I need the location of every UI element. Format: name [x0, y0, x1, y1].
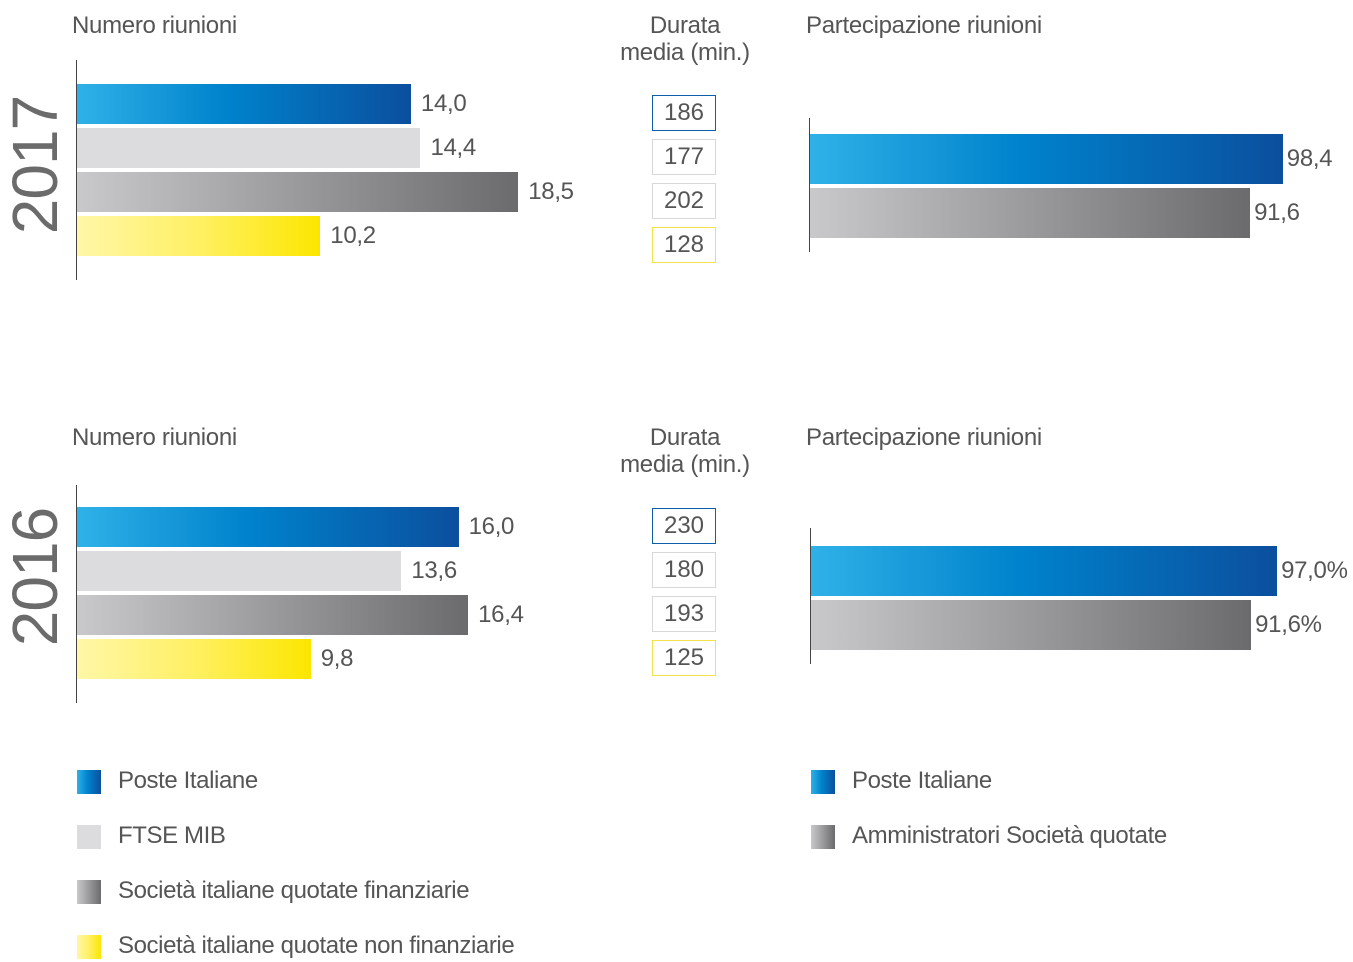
legend-item: Società italiane quotate finanziarie	[77, 877, 557, 905]
legend-item: Poste Italiane	[77, 767, 557, 795]
legend-item: FTSE MIB	[77, 822, 557, 850]
durata-title-line: Durata	[649, 424, 721, 451]
durata-value-box: 193	[652, 596, 716, 632]
bar-blue	[77, 507, 459, 547]
bar-value-label: 14,4	[430, 134, 476, 161]
partecipazione-axis	[809, 118, 810, 252]
bar-yellow	[77, 216, 321, 256]
legend-swatch-yellow	[77, 935, 101, 959]
bar-value-label: 91,6	[1254, 199, 1300, 226]
bar-value-label: 13,6	[411, 557, 457, 584]
numero-riunioni-title: Numero riunioni	[72, 424, 237, 451]
bar-value-label: 9,8	[320, 645, 354, 672]
legend-label: Società italiane quotate non finanziarie	[118, 932, 515, 959]
durata-media-title: Durata media (min.)	[605, 424, 765, 478]
legend-swatch-dgray	[77, 880, 101, 904]
numero-riunioni-axis	[76, 60, 77, 280]
legend-item: Poste Italiane	[811, 767, 1291, 795]
bar-value-label: 18,5	[528, 178, 574, 205]
partecipazione-riunioni-title: Partecipazione riunioni	[806, 12, 1042, 39]
legend-label: FTSE MIB	[118, 822, 226, 849]
year-label: 2017	[0, 95, 71, 235]
durata-media-title: Durata media (min.)	[605, 12, 765, 66]
bar-dgray	[811, 600, 1252, 650]
legend-label: Poste Italiane	[852, 767, 992, 794]
durata-value-box: 202	[652, 183, 716, 219]
durata-value-box: 180	[652, 552, 716, 588]
legend-swatch-blue	[77, 770, 101, 794]
bar-dgray	[77, 172, 519, 212]
year-label: 2016	[0, 507, 71, 647]
legend-item: Amministratori Società quotate	[811, 822, 1291, 850]
bar-yellow	[77, 639, 311, 679]
bar-value-label: 91,6%	[1255, 611, 1322, 638]
durata-title-line: media (min.)	[620, 451, 750, 478]
legend-swatch-lgray	[77, 825, 101, 849]
bar-value-label: 14,0	[420, 90, 467, 117]
numero-riunioni-axis	[76, 485, 77, 703]
durata-title-line: Durata	[649, 12, 721, 39]
numero-riunioni-title: Numero riunioni	[72, 12, 237, 39]
legend-item: Società italiane quotate non finanziarie	[77, 932, 557, 960]
legend-swatch-dgray	[811, 825, 835, 849]
bar-lgray	[77, 551, 402, 591]
bar-dgray	[810, 188, 1251, 238]
durata-value-box: 177	[652, 139, 716, 175]
durata-value-box: 128	[652, 227, 716, 263]
legend-swatch-blue	[811, 770, 835, 794]
bar-blue	[811, 546, 1278, 596]
bar-blue	[810, 134, 1283, 184]
partecipazione-riunioni-title: Partecipazione riunioni	[806, 424, 1042, 451]
legend-label: Poste Italiane	[118, 767, 258, 794]
bar-blue	[77, 84, 411, 124]
bar-value-label: 98,4	[1286, 145, 1333, 172]
bar-lgray	[77, 128, 421, 168]
durata-value-box: 230	[652, 508, 716, 544]
bar-dgray	[77, 595, 469, 635]
bar-value-label: 16,4	[478, 601, 524, 628]
durata-value-box: 125	[652, 640, 716, 676]
bar-value-label: 10,2	[330, 222, 376, 249]
partecipazione-axis	[810, 528, 811, 664]
bar-value-label: 16,0	[468, 513, 515, 540]
legend-label: Società italiane quotate finanziarie	[118, 877, 470, 904]
durata-value-box: 186	[652, 95, 716, 131]
durata-title-line: media (min.)	[620, 39, 750, 66]
legend-label: Amministratori Società quotate	[852, 822, 1167, 849]
bar-value-label: 97,0%	[1281, 557, 1348, 584]
